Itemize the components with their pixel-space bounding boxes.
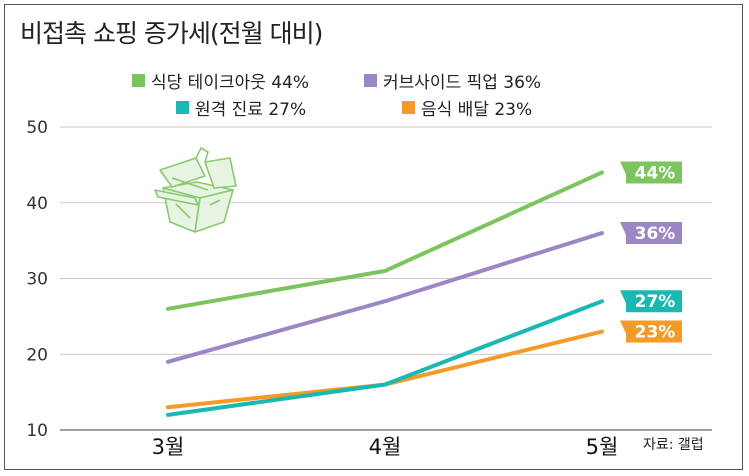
y-tick-label: 30 [26,270,48,290]
legend-swatch [364,74,377,87]
legend-swatch [132,74,145,87]
chart-title: 비접촉 쇼핑 증가세(전월 대비) [20,19,323,48]
end-label-flag [620,222,682,245]
end-value-label: 36% [635,224,676,244]
legend-item-curbside: 커브사이드 픽업 36% [364,68,541,93]
x-tick-label: 4월 [369,435,402,459]
end-value-label: 44% [635,163,676,183]
end-label-flag [620,161,682,184]
series-line [166,299,604,417]
legend-item-takeout: 식당 테이크아웃 44% [132,68,309,93]
takeout-box-icon [154,147,237,233]
series-line [166,170,604,311]
x-tick-label: 5월 [586,435,619,459]
end-value-label: 27% [635,292,676,312]
legend-label: 음식 배달 23% [421,100,533,120]
legend-label: 원격 진료 27% [195,100,307,120]
y-tick-label: 50 [26,118,48,138]
legend-item-delivery: 음식 배달 23% [402,95,532,120]
legend-item-telehealth: 원격 진료 27% [176,95,306,120]
end-label-flag [620,290,682,313]
y-tick-label: 40 [26,194,48,214]
y-tick-label: 20 [26,345,48,365]
legend-label: 식당 테이크아웃 44% [151,73,310,93]
legend-label: 커브사이드 픽업 36% [383,73,542,93]
x-tick-label: 3월 [152,435,185,459]
legend-swatch [176,101,189,114]
end-label-flag [620,320,682,343]
source-note: 자료: 갤럽 [643,437,704,453]
series-line [166,231,604,364]
legend-swatch [402,101,415,114]
end-value-label: 23% [635,323,676,343]
y-tick-label: 10 [26,421,48,441]
